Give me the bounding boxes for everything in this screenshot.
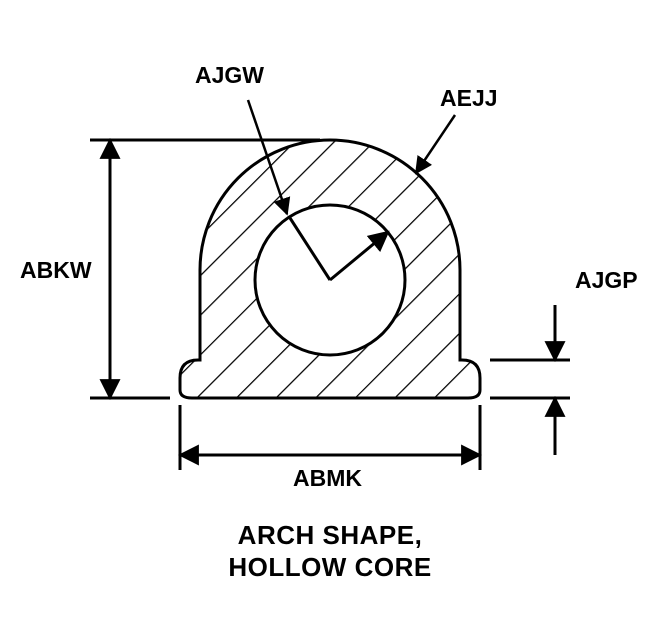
caption-line1: ARCH SHAPE, [0, 520, 660, 551]
label-ajgp: AJGP [575, 267, 638, 294]
hatch-group [150, 120, 510, 420]
label-abkw: ABKW [20, 257, 92, 284]
label-ajgw: AJGW [195, 62, 264, 89]
engineering-diagram: AJGW AEJJ ABKW AJGP ABMK ARCH SHAPE, HOL… [0, 0, 660, 630]
caption-line2: HOLLOW CORE [0, 552, 660, 583]
label-abmk: ABMK [293, 465, 362, 492]
aejj-leader [416, 115, 455, 173]
label-aejj: AEJJ [440, 85, 498, 112]
